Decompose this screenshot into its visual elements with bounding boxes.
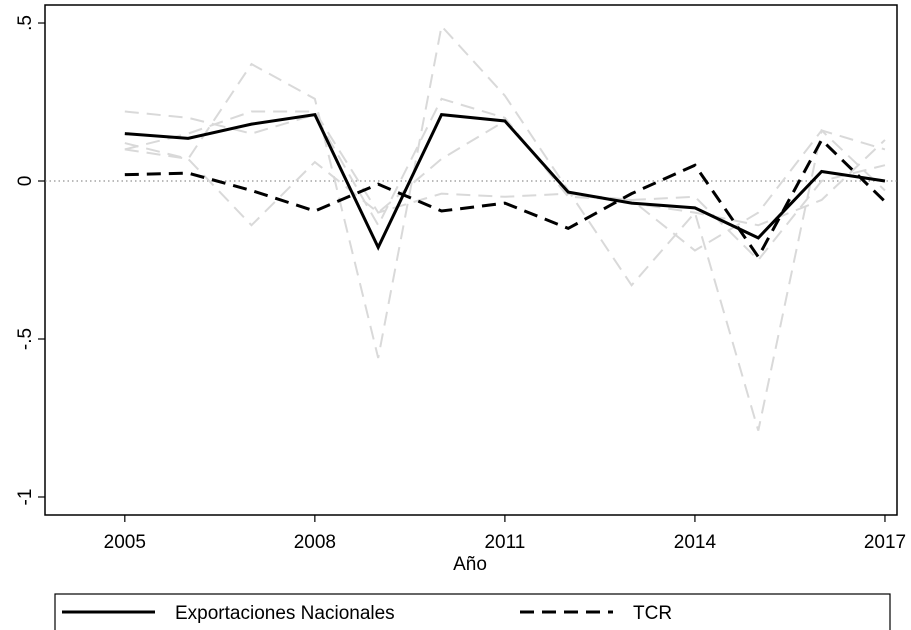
plot-frame bbox=[44, 4, 898, 516]
x-tick-label: 2011 bbox=[484, 532, 525, 553]
y-tick-label: -.5 bbox=[15, 328, 36, 350]
series-line bbox=[124, 137, 887, 260]
x-tick-label: 2005 bbox=[104, 532, 146, 553]
background-line bbox=[124, 97, 886, 252]
x-tick-label: 2008 bbox=[294, 532, 336, 553]
series-line bbox=[124, 112, 886, 251]
background-line bbox=[124, 119, 886, 227]
legend-label: TCR bbox=[633, 603, 672, 624]
y-tick-label: -1 bbox=[15, 489, 36, 506]
x-tick-label: 2017 bbox=[864, 532, 906, 553]
x-tick-label: 2014 bbox=[674, 532, 717, 553]
legend-label: Exportaciones Nacionales bbox=[175, 603, 395, 624]
y-tick-label: 0 bbox=[15, 176, 36, 187]
x-axis-label: Año bbox=[453, 554, 487, 575]
legend-box bbox=[54, 593, 891, 630]
background-line bbox=[124, 24, 886, 431]
y-tick-label: .5 bbox=[15, 15, 36, 31]
background-line bbox=[124, 110, 886, 262]
